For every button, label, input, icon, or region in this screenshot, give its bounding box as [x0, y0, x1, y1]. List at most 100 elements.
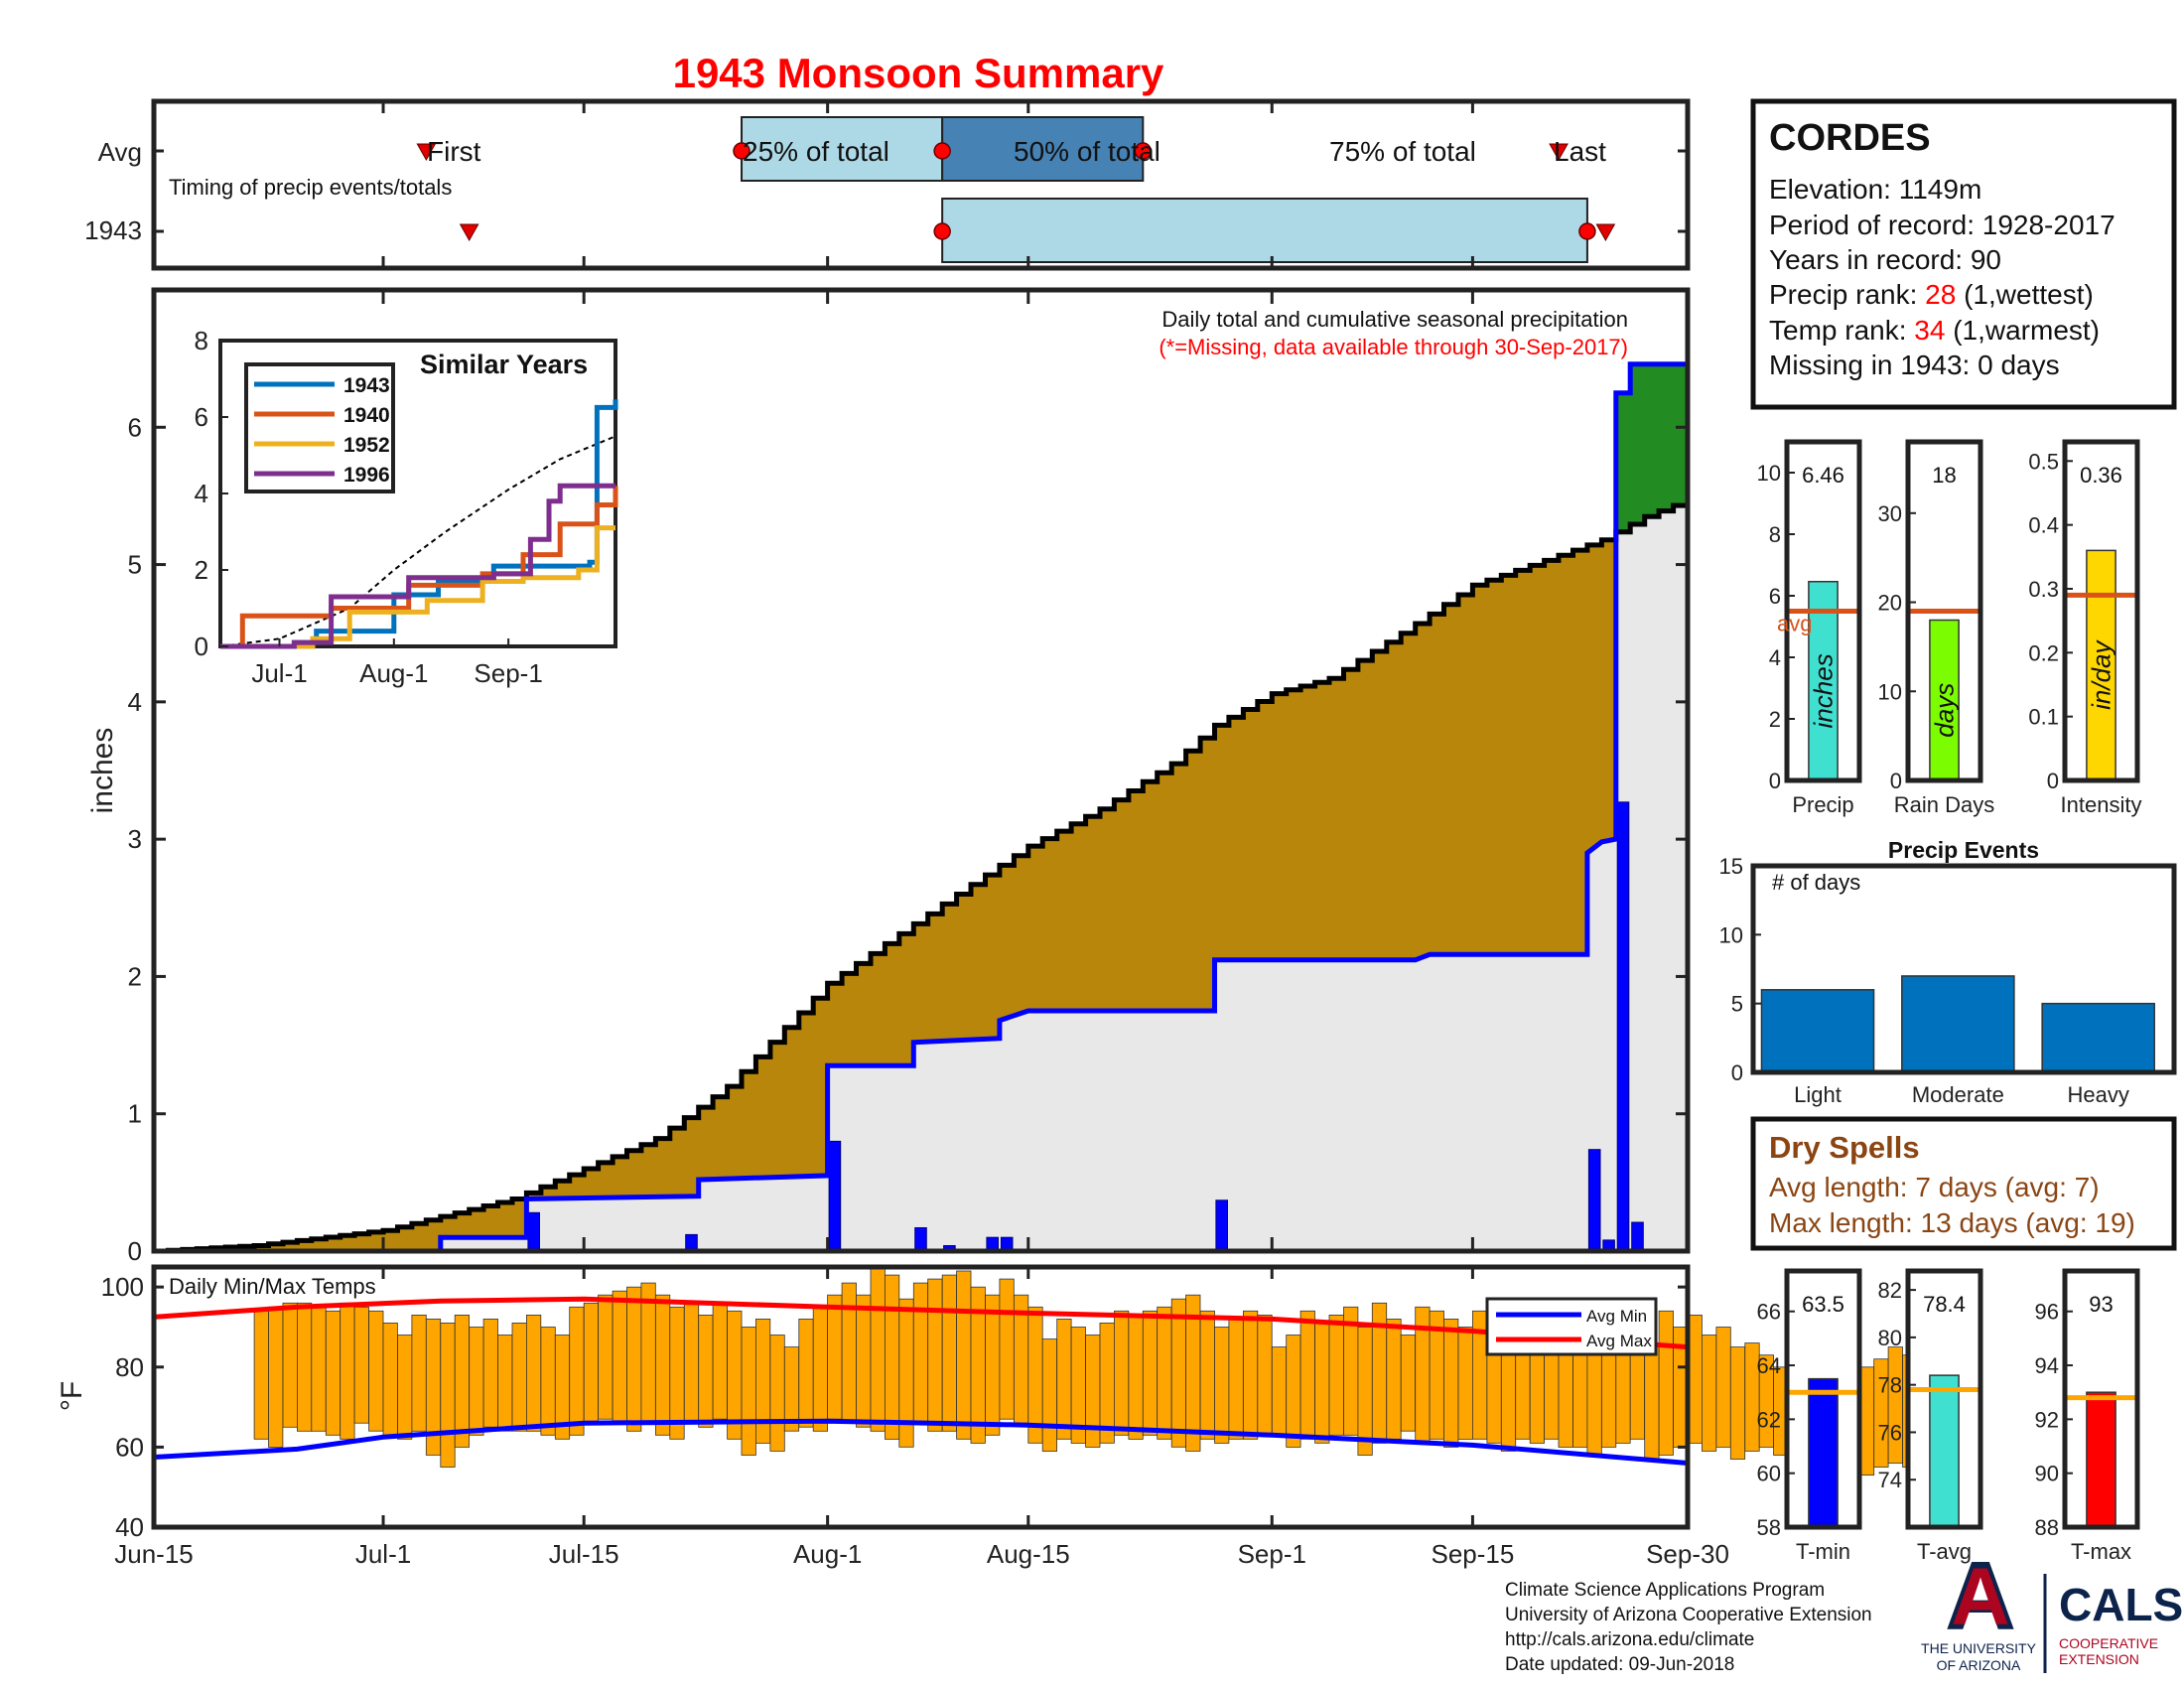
station-temp-rank: Temp rank: 34 (1,warmest) — [1769, 315, 2100, 346]
ua-logo-line2: OF ARIZONA — [1937, 1657, 2021, 1673]
t-min-y-tick-label: 58 — [1757, 1515, 1781, 1540]
daily-precip-bar — [1215, 1199, 1229, 1252]
station-years: Years in record: 90 — [1769, 244, 2001, 275]
footer-date: Date updated: 09-Jun-2018 — [1505, 1654, 1734, 1675]
temp-range-bar — [1729, 1346, 1746, 1460]
precip-y-tick-label: 0 — [128, 1236, 142, 1266]
rain-days-y-tick-label: 10 — [1878, 679, 1902, 704]
temp-series — [153, 1266, 1961, 1477]
precip-y-tick-label: 5 — [128, 550, 142, 580]
temp-range-bar — [1170, 1298, 1186, 1448]
timing-panel: Avg 1943 Timing of precip events/totals … — [84, 98, 1691, 271]
similar-y-tick-label: 4 — [195, 479, 208, 508]
temp-range-bar — [368, 1310, 384, 1432]
precip-y-label: inches — [86, 728, 119, 814]
precip-frame — [1784, 439, 1862, 783]
daily-precip-bar — [914, 1227, 927, 1252]
temp-range-bar — [1400, 1335, 1416, 1432]
temp-y-tick-label: 60 — [115, 1432, 144, 1462]
t-min-y-tick-label: 66 — [1757, 1300, 1781, 1325]
timing-p50-label: 50% of total — [1014, 136, 1160, 167]
temp-range-bar — [353, 1306, 369, 1424]
cals-logo: CALS COOPERATIVE EXTENSION — [2059, 1579, 2183, 1667]
similar-line-1996 — [220, 483, 615, 649]
intensity-y-tick-label: 0.4 — [2028, 513, 2059, 538]
timing-marks — [154, 116, 1688, 263]
temp-range-bar — [1887, 1346, 1903, 1464]
year-box — [941, 198, 1588, 263]
temp-range-bar — [440, 1323, 456, 1468]
temp-range-bar — [340, 1302, 355, 1440]
ua-logo-letter: A — [1951, 1552, 2009, 1642]
temp-range-bar — [956, 1270, 972, 1440]
t-avg-y-tick-label: 76 — [1878, 1420, 1902, 1445]
x-tick-label: Jul-1 — [355, 1539, 411, 1569]
events-category-label: Heavy — [2068, 1082, 2129, 1107]
intensity-value-label: 0.36 — [2080, 463, 2122, 488]
temp-range-bar — [526, 1315, 542, 1432]
year-p25-marker — [933, 222, 951, 240]
temp-range-bar — [1443, 1319, 1459, 1448]
timing-first-label: First — [427, 136, 481, 167]
events-bar-moderate — [1901, 975, 2015, 1073]
temp-frame — [151, 1264, 1691, 1530]
avg-late-box — [941, 116, 1145, 182]
legend-avg-max-label: Avg Max — [1586, 1332, 1652, 1350]
similar-line-1940 — [220, 486, 618, 649]
similar-x-tick-label: Jul-1 — [251, 658, 307, 688]
temp-range-bar — [1286, 1335, 1301, 1448]
events-y-tick-label: 5 — [1731, 992, 1743, 1017]
events-bars: Light Moderate Heavy 0 5 10 15 — [1719, 854, 2155, 1107]
temp-range-bar — [640, 1282, 656, 1424]
intensity-axis-label: Intensity — [2061, 792, 2142, 817]
cals-logo-text: CALS — [2059, 1579, 2183, 1630]
timing-subtitle: Timing of precip events/totals — [169, 175, 452, 200]
avg-last-marker — [1549, 143, 1569, 162]
events-frame — [1750, 863, 2177, 1075]
intensity-y-tick-label: 0.3 — [2028, 577, 2059, 602]
x-axis: Jun-15 Jul-1 Jul-15 Aug-1 Aug-15 Sep-1 Sep-15 S… — [114, 101, 1729, 1569]
rain-days-value-bar — [1929, 619, 1960, 781]
t-avg-y-tick-label: 74 — [1878, 1468, 1902, 1492]
temp-range-bar — [469, 1327, 484, 1436]
x-tick-label: Sep-1 — [1238, 1539, 1306, 1569]
temp-range-bar — [798, 1319, 814, 1428]
events-y-label: # of days — [1772, 870, 1860, 895]
university-of-arizona-logo: A A THE UNIVERSITY OF ARIZONA — [1921, 1542, 2037, 1673]
temp-range-bar — [1157, 1306, 1172, 1440]
temp-legend — [1485, 1297, 1658, 1356]
temp-range-bar — [812, 1306, 829, 1432]
similar-legend-label-1940: 1940 — [343, 404, 390, 427]
similar-legend-entries: 1943 1940 1952 1996 — [254, 374, 390, 487]
intensity-y-tick-label: 0.2 — [2028, 640, 2059, 665]
avg-first-marker — [416, 143, 437, 162]
precip-frame — [151, 287, 1691, 1254]
t-min-value-label: 63.5 — [1802, 1292, 1844, 1317]
temp-range-bar — [755, 1319, 771, 1444]
t-max-y-tick-label: 88 — [2035, 1515, 2059, 1540]
temp-range-bar — [497, 1335, 513, 1432]
footer-university: University of Arizona Cooperative Extens… — [1505, 1605, 1872, 1625]
temp-range-bar — [999, 1278, 1015, 1420]
similar-legend-label-1996: 1996 — [343, 464, 390, 487]
dry-spells-frame — [1750, 1116, 2177, 1251]
temp-summary-panels: 58 60 62 64 66 63.5 T-min 74 76 78 80 82 78.4 T-avg 88… — [1757, 1268, 2140, 1564]
precip-value-label: 6.46 — [1802, 463, 1844, 488]
temp-range-bar — [1243, 1310, 1259, 1440]
dry-spells-avg: Avg length: 7 days (avg: 7) — [1769, 1172, 2100, 1202]
temp-range-bar — [712, 1302, 728, 1420]
t-min-y-tick-label: 60 — [1757, 1462, 1781, 1486]
similar-y-tick-label: 6 — [195, 402, 208, 432]
footer: Climate Science Applications Program Uni… — [1505, 1580, 1872, 1675]
cals-logo-line2: EXTENSION — [2059, 1651, 2139, 1667]
temp-range-bar — [612, 1290, 627, 1424]
precip-value-bar — [1808, 580, 1839, 781]
precip-unit-label: inches — [1809, 653, 1839, 728]
temp-range-bar — [655, 1294, 671, 1436]
rain-days-axis-label: Rain Days — [1894, 792, 1994, 817]
temp-range-bar — [296, 1302, 313, 1432]
t-max-value-label: 93 — [2089, 1292, 2113, 1317]
temp-range-bar — [1027, 1306, 1043, 1444]
rain-days-y-tick-label: 20 — [1878, 591, 1902, 616]
